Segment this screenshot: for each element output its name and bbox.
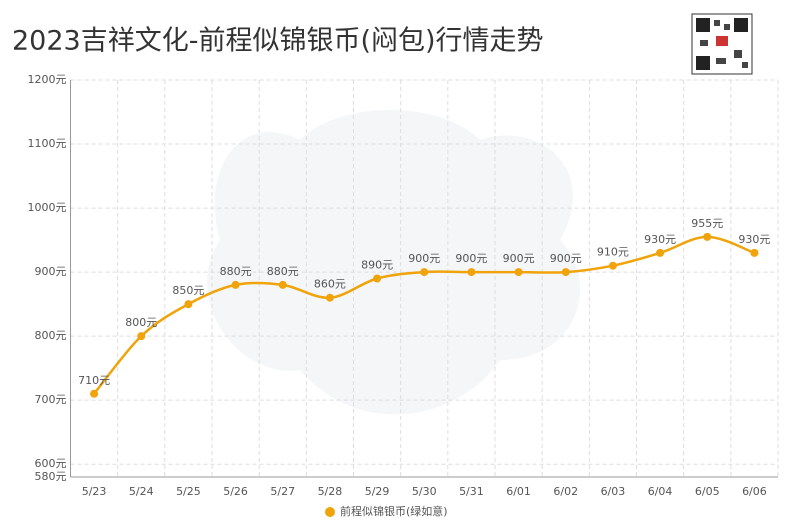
point (703, 232, 712, 241)
x-tick-label: 5/24 (129, 485, 154, 498)
value-label: 930元 (738, 233, 770, 246)
y-tick-label: 700元 (35, 393, 67, 406)
point (514, 268, 523, 277)
value-label: 900元 (503, 252, 535, 265)
point (373, 274, 382, 283)
x-tick-label: 5/28 (318, 485, 343, 498)
x-tick-label: 6/05 (695, 485, 720, 498)
y-tick-label: 1100元 (28, 137, 67, 150)
y-tick-label: 580元 (35, 470, 67, 483)
x-tick-label: 5/26 (223, 485, 248, 498)
point (608, 261, 617, 270)
x-tick-label: 5/30 (412, 485, 437, 498)
x-tick-label: 5/31 (459, 485, 484, 498)
y-tick-label: 1000元 (28, 201, 67, 214)
y-tick-label: 1200元 (28, 73, 67, 86)
point (420, 268, 429, 277)
legend-marker (325, 507, 335, 517)
x-tick-label: 6/04 (648, 485, 673, 498)
value-label: 880元 (220, 265, 252, 278)
point (231, 280, 240, 289)
point (325, 293, 334, 302)
qr-code (691, 13, 753, 75)
value-label: 880元 (267, 265, 299, 278)
x-tick-label: 6/01 (506, 485, 531, 498)
x-tick-label: 5/27 (270, 485, 295, 498)
y-tick-label: 800元 (35, 329, 67, 342)
x-tick-label: 5/23 (82, 485, 107, 498)
value-label: 900元 (550, 252, 582, 265)
x-tick-label: 5/25 (176, 485, 201, 498)
x-tick-label: 6/06 (742, 485, 767, 498)
y-tick-label: 900元 (35, 265, 67, 278)
point (184, 300, 193, 309)
chart-title: 2023吉祥文化-前程似锦银币(闷包)行情走势 (12, 26, 544, 57)
point (137, 332, 146, 341)
point (278, 280, 287, 289)
value-label: 710元 (78, 374, 110, 387)
y-tick-label: 600元 (35, 457, 67, 470)
value-label: 800元 (125, 316, 157, 329)
x-tick-label: 6/03 (601, 485, 626, 498)
value-label: 930元 (644, 233, 676, 246)
value-label: 955元 (691, 217, 723, 230)
value-label: 900元 (408, 252, 440, 265)
value-label: 910元 (597, 246, 629, 259)
point (750, 248, 759, 257)
x-tick-label: 6/02 (553, 485, 578, 498)
value-label: 890元 (361, 259, 393, 272)
watermark (207, 110, 580, 415)
point (467, 268, 476, 277)
point (90, 389, 99, 398)
x-tick-label: 5/29 (365, 485, 390, 498)
point (561, 268, 570, 277)
value-label: 850元 (172, 284, 204, 297)
point (656, 248, 665, 257)
value-label: 900元 (455, 252, 487, 265)
legend-label: 前程似锦银币(绿如意) (340, 504, 448, 518)
value-label: 860元 (314, 278, 346, 291)
